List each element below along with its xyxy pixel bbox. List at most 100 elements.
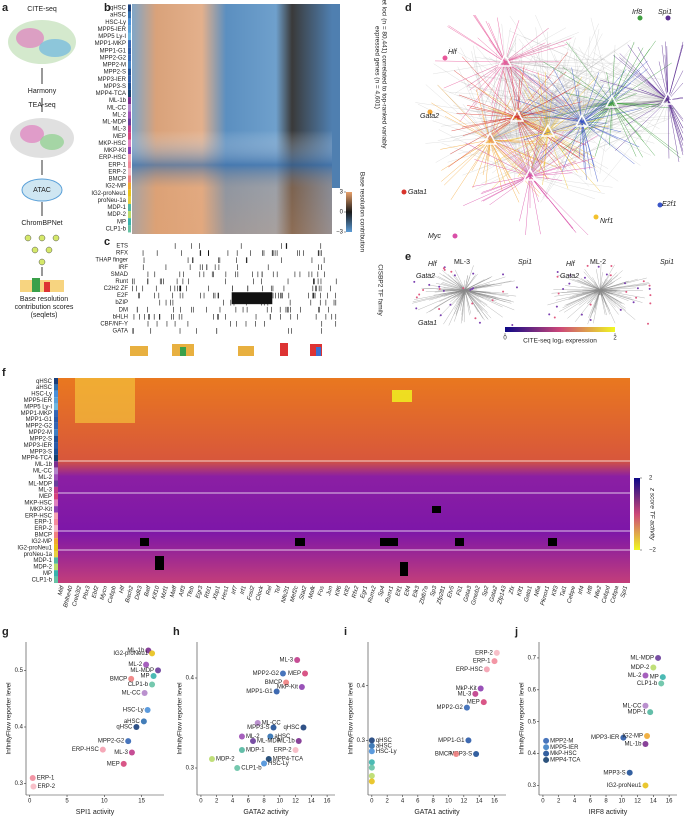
edge — [464, 276, 506, 291]
edge — [581, 121, 587, 180]
edge — [667, 99, 670, 159]
edge — [502, 55, 669, 101]
row-color — [128, 211, 131, 219]
edge — [425, 289, 466, 292]
edge — [517, 67, 583, 123]
edge — [529, 175, 589, 236]
edge — [459, 61, 506, 123]
edge — [449, 92, 613, 104]
edge — [464, 276, 493, 291]
point-label: ERP-HSC — [72, 747, 100, 753]
edge — [529, 122, 576, 177]
gene-label: Cebpb — [107, 585, 118, 604]
edge — [529, 81, 650, 177]
edge — [472, 139, 491, 189]
gene-label: Maff — [170, 584, 179, 598]
point — [658, 680, 665, 687]
point — [298, 684, 305, 690]
edge — [514, 116, 518, 186]
edge — [599, 289, 602, 296]
edge — [504, 38, 572, 63]
point — [620, 734, 627, 741]
edge — [525, 175, 531, 236]
point-label: MPP2-G2 — [437, 705, 464, 711]
edge — [611, 70, 624, 104]
edge — [593, 289, 601, 294]
edge — [567, 289, 601, 319]
panel-letter: d — [405, 2, 412, 14]
row-color — [128, 82, 131, 90]
gene-label: Spi1 — [518, 259, 532, 266]
row-color — [54, 429, 58, 436]
edge — [599, 289, 629, 301]
colorbar — [634, 478, 640, 550]
edge — [594, 85, 669, 101]
gene-node — [657, 202, 663, 208]
edge — [581, 60, 648, 123]
edge — [572, 289, 601, 296]
node — [515, 286, 518, 289]
point — [144, 707, 151, 713]
family-label: C2H2 ZF — [104, 286, 129, 292]
row-color — [128, 68, 131, 76]
family-label: GATA — [113, 329, 128, 335]
edge — [578, 46, 613, 104]
row-label: MPP2-G2 — [26, 424, 53, 430]
gene-node — [427, 109, 433, 115]
node — [491, 299, 494, 302]
gene-node — [442, 55, 448, 61]
gene-label: Spi1 — [620, 585, 629, 598]
schematic — [8, 20, 76, 292]
gene-label: Hes1 — [221, 585, 230, 600]
edge — [481, 99, 669, 184]
edge — [549, 102, 613, 105]
row-label: BMCP — [35, 533, 52, 539]
point-label: aHSC — [274, 734, 291, 740]
edge — [471, 51, 491, 141]
edge — [600, 99, 669, 111]
edge — [599, 289, 617, 304]
edge — [569, 90, 669, 101]
edge — [527, 151, 531, 177]
edge — [464, 289, 482, 296]
row-label: MPP5-IER — [98, 27, 127, 33]
edge — [576, 279, 601, 291]
gene-label: Mycn — [100, 585, 110, 601]
edge — [443, 139, 491, 186]
edge — [594, 102, 613, 157]
point-label: ML-CC — [262, 721, 282, 727]
colorbar-label: z score TF activity — [648, 487, 655, 541]
edge — [427, 272, 466, 291]
point-label: MPP2-M — [550, 738, 573, 744]
point-label: ML-MDP — [257, 739, 281, 745]
edge — [579, 121, 583, 158]
point — [642, 702, 649, 709]
gene-label: Xbp1 — [212, 585, 222, 601]
gene-label: E2f1 — [662, 201, 677, 208]
family-label: IRF — [118, 265, 128, 271]
node — [443, 268, 446, 271]
gene-label: Gata1 — [408, 189, 427, 196]
gene-label: Klf10 — [152, 585, 162, 600]
row-color — [128, 189, 131, 197]
point — [29, 775, 36, 781]
edge — [464, 289, 503, 318]
edge — [529, 172, 573, 177]
row-label: MPP1-MKP — [21, 411, 52, 417]
row-label: MDP-2 — [107, 212, 126, 218]
hub — [574, 113, 590, 127]
x-tick-label: 8 — [262, 799, 266, 805]
edge — [599, 289, 604, 296]
point-label: MEP — [107, 761, 120, 767]
gene-label: Sp2 — [482, 585, 491, 598]
row-color — [54, 493, 58, 500]
edge — [464, 289, 503, 308]
row-color — [54, 448, 58, 455]
point — [642, 672, 649, 679]
point — [473, 751, 480, 758]
gene-label: Ebf2 — [91, 585, 100, 599]
y-tick-label: 0.3 — [357, 738, 366, 744]
edge — [489, 139, 503, 192]
point — [149, 681, 156, 688]
edge — [599, 289, 622, 293]
